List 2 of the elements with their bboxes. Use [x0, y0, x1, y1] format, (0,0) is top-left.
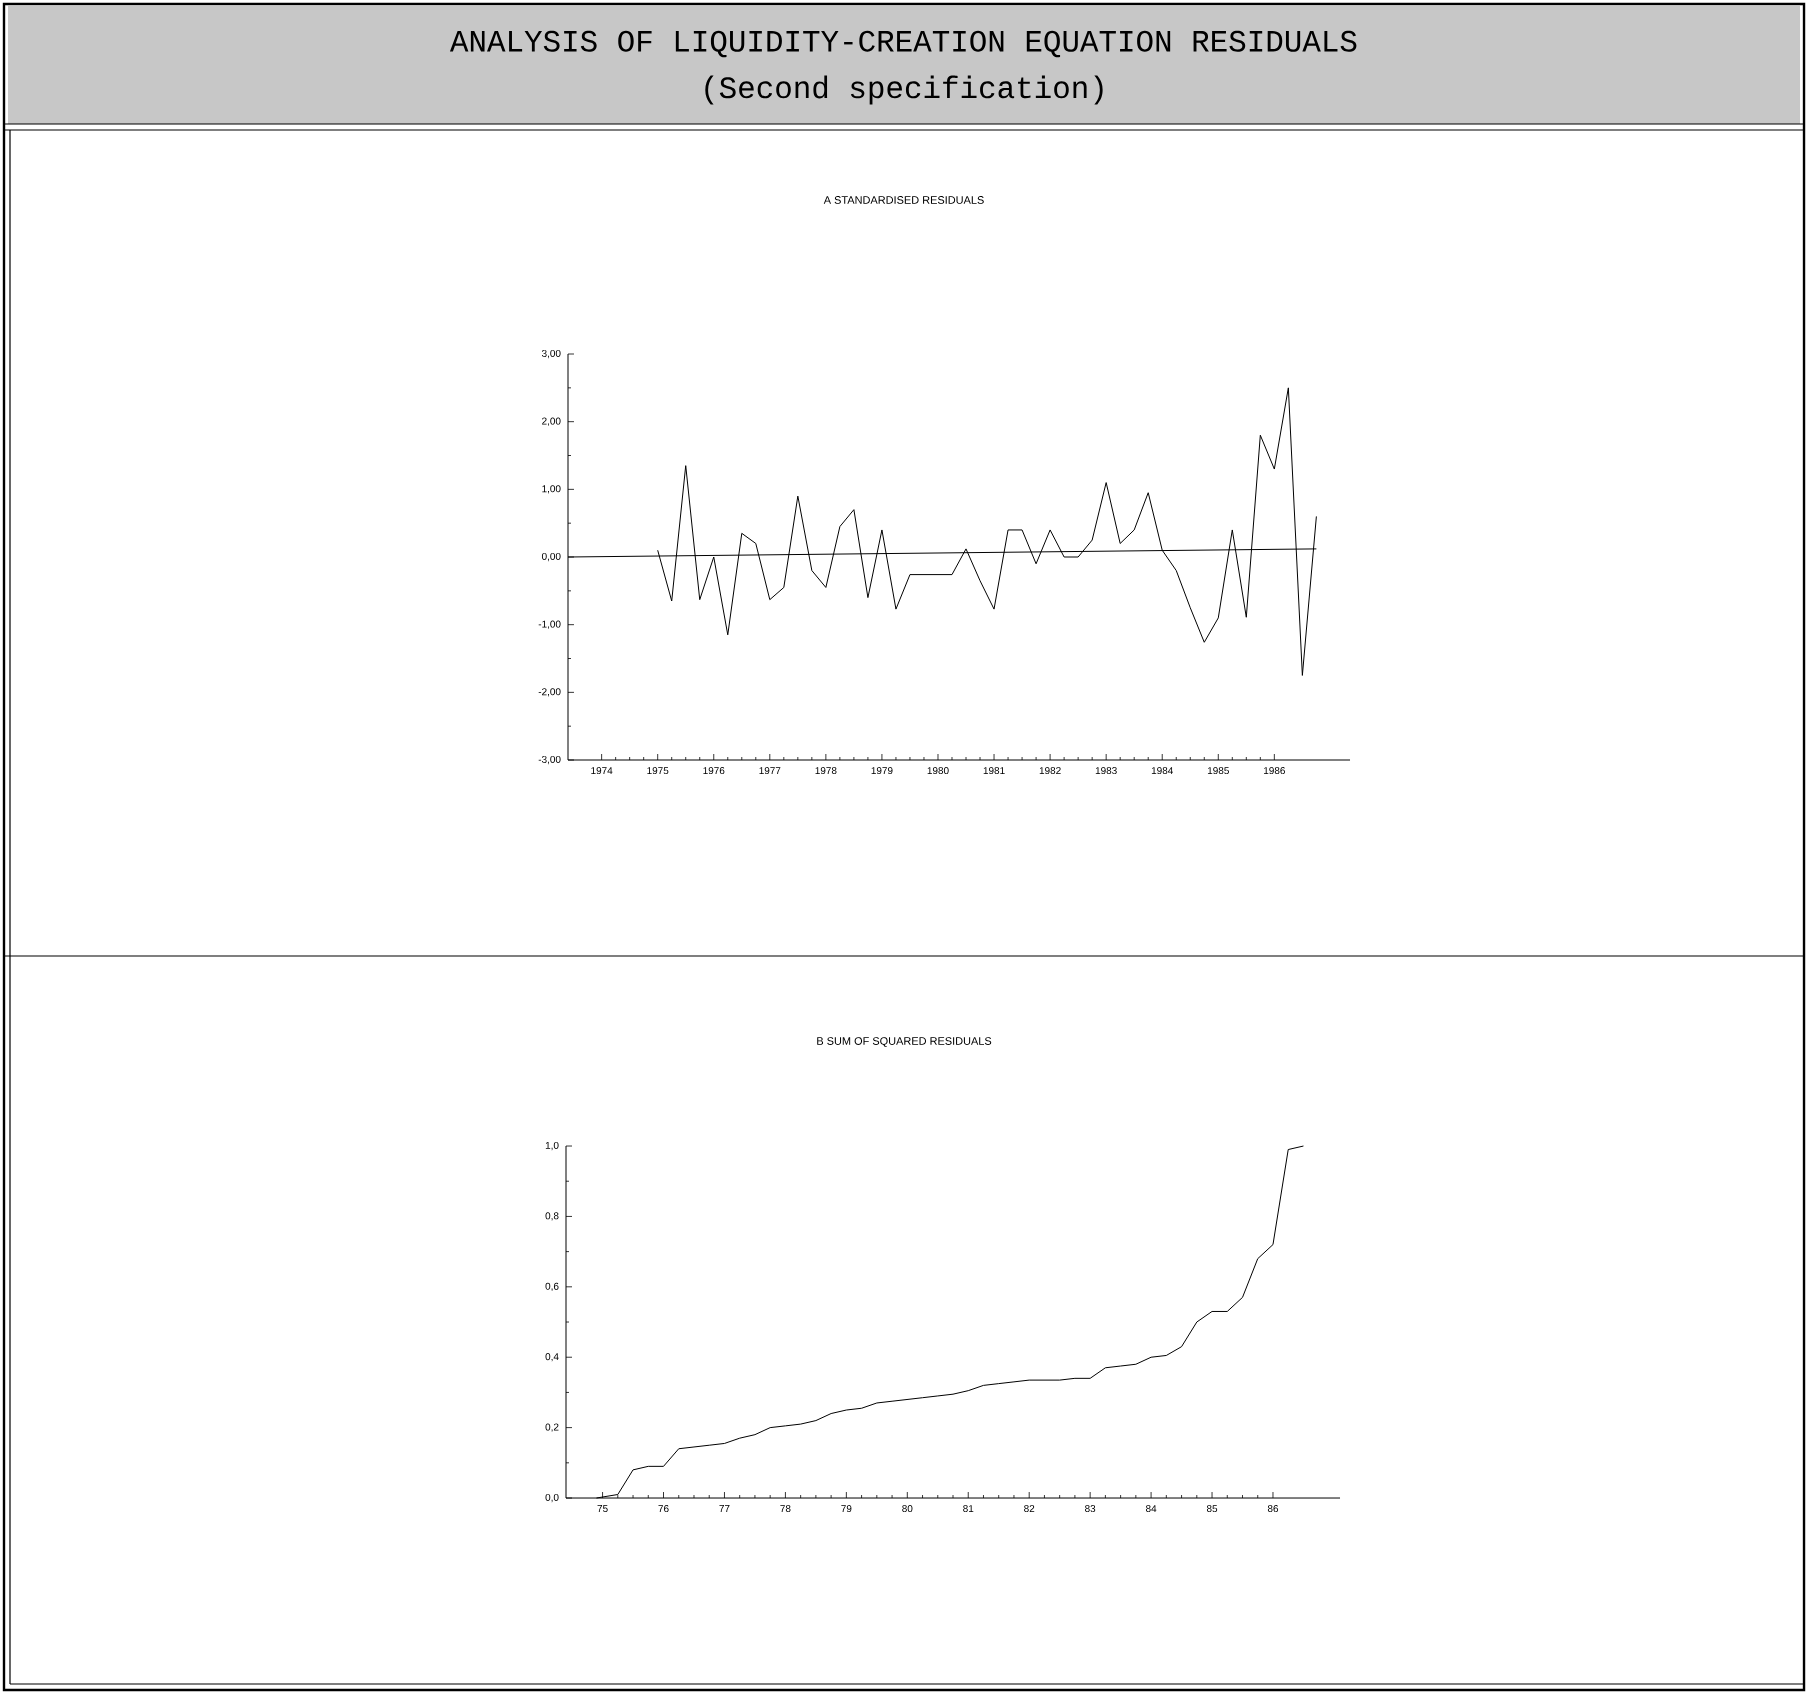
text: ANALYSIS OF LIQUIDITY-CREATION EQUATION RESIDUALS: [449, 30, 1357, 58]
text: (Second specification): [705, 75, 1103, 105]
